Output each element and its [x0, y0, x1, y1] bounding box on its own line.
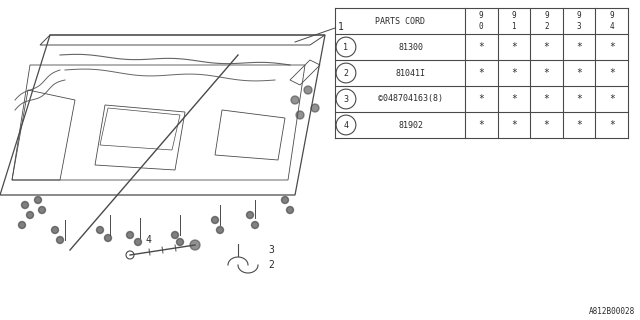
Text: *: * — [576, 68, 582, 78]
Text: 1: 1 — [344, 43, 349, 52]
Text: *: * — [543, 94, 549, 104]
Text: *: * — [576, 94, 582, 104]
Text: *: * — [609, 94, 614, 104]
Circle shape — [38, 206, 45, 213]
Text: A812B00028: A812B00028 — [589, 307, 635, 316]
Circle shape — [246, 212, 253, 219]
Text: 81300: 81300 — [399, 43, 424, 52]
Text: 9
3: 9 3 — [577, 11, 581, 31]
Text: *: * — [478, 120, 484, 130]
Text: 9
1: 9 1 — [511, 11, 516, 31]
Circle shape — [35, 196, 42, 204]
Circle shape — [134, 238, 141, 245]
Text: 4: 4 — [344, 121, 349, 130]
Circle shape — [211, 217, 218, 223]
Text: PARTS CORD: PARTS CORD — [375, 17, 425, 26]
Text: *: * — [609, 42, 614, 52]
Text: 3: 3 — [344, 94, 349, 103]
Circle shape — [190, 240, 200, 250]
Text: *: * — [511, 120, 517, 130]
Text: ©048704163(8): ©048704163(8) — [378, 94, 444, 103]
Text: *: * — [511, 68, 517, 78]
Text: *: * — [543, 42, 549, 52]
Circle shape — [296, 111, 304, 119]
Circle shape — [311, 104, 319, 112]
Circle shape — [282, 196, 289, 204]
Text: *: * — [609, 68, 614, 78]
Circle shape — [177, 238, 184, 245]
Text: 81902: 81902 — [399, 121, 424, 130]
Text: 9
0: 9 0 — [479, 11, 484, 31]
Text: 2: 2 — [344, 68, 349, 77]
Circle shape — [56, 236, 63, 244]
Circle shape — [22, 202, 29, 209]
Text: 2: 2 — [268, 260, 274, 270]
Text: 81041I: 81041I — [396, 68, 426, 77]
Circle shape — [287, 206, 294, 213]
Text: 9
2: 9 2 — [544, 11, 549, 31]
Circle shape — [291, 96, 299, 104]
Circle shape — [216, 227, 223, 234]
Text: *: * — [543, 120, 549, 130]
Circle shape — [19, 221, 26, 228]
Circle shape — [172, 231, 179, 238]
Text: *: * — [478, 94, 484, 104]
Text: *: * — [511, 42, 517, 52]
Text: *: * — [511, 94, 517, 104]
Circle shape — [97, 227, 104, 234]
Circle shape — [51, 227, 58, 234]
Text: 3: 3 — [268, 245, 274, 255]
Circle shape — [252, 221, 259, 228]
Text: *: * — [543, 68, 549, 78]
Circle shape — [127, 231, 134, 238]
Circle shape — [26, 212, 33, 219]
Text: 9
4: 9 4 — [609, 11, 614, 31]
Circle shape — [104, 235, 111, 242]
Text: *: * — [576, 120, 582, 130]
Text: *: * — [478, 68, 484, 78]
Text: 4: 4 — [145, 235, 151, 245]
Text: *: * — [609, 120, 614, 130]
Text: *: * — [478, 42, 484, 52]
Circle shape — [304, 86, 312, 94]
Text: *: * — [576, 42, 582, 52]
Text: 1: 1 — [338, 22, 344, 32]
